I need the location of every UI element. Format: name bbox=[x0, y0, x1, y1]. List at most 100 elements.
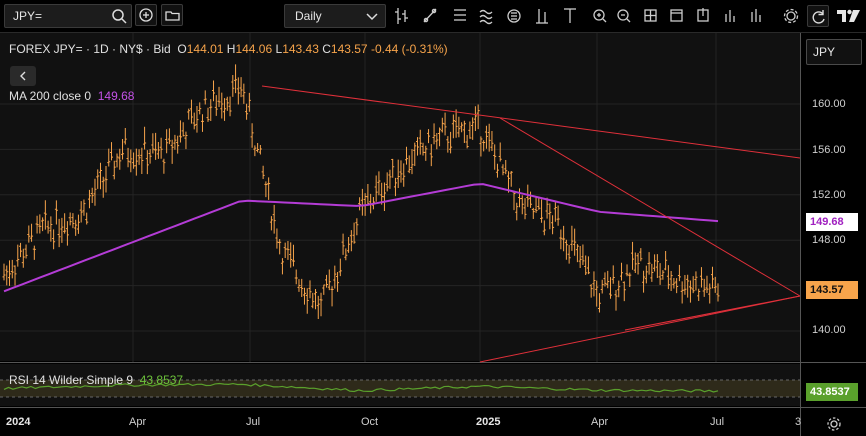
rsi-legend[interactable]: RSI 14 Wilder Simple 9 43.8537 bbox=[9, 373, 183, 387]
price-bar bbox=[148, 149, 152, 164]
price-bar bbox=[631, 241, 635, 270]
reset-button[interactable] bbox=[807, 5, 829, 27]
search-icon[interactable] bbox=[111, 8, 127, 24]
price-bar bbox=[352, 222, 356, 244]
price-bar bbox=[76, 214, 80, 234]
price-bar bbox=[118, 148, 122, 170]
price-bar bbox=[440, 117, 444, 133]
grid-lines bbox=[0, 33, 800, 362]
studies-icon[interactable] bbox=[454, 9, 466, 21]
price-bar bbox=[518, 188, 522, 208]
compare-button[interactable] bbox=[135, 4, 157, 26]
trendlines bbox=[261, 85, 801, 363]
price-bar bbox=[355, 218, 359, 236]
price-bar bbox=[545, 197, 549, 219]
price-bar bbox=[490, 131, 494, 152]
window-icon[interactable] bbox=[670, 9, 683, 22]
price-axis[interactable] bbox=[801, 33, 866, 436]
symbol-input[interactable]: JPY= bbox=[4, 4, 132, 28]
price-bar bbox=[8, 260, 12, 286]
price-bar bbox=[159, 137, 163, 159]
price-bar bbox=[628, 272, 632, 287]
chart-type-icon[interactable] bbox=[751, 9, 761, 22]
price-bar bbox=[653, 254, 657, 272]
text-tool-icon[interactable] bbox=[564, 8, 576, 23]
price-bar bbox=[688, 280, 692, 303]
pattern-icon[interactable] bbox=[479, 9, 493, 25]
symbol-text: JPY= bbox=[13, 9, 43, 23]
price-bar bbox=[366, 184, 370, 206]
price-bar bbox=[677, 264, 681, 282]
price-bar bbox=[13, 265, 17, 286]
grid-layout-icon[interactable] bbox=[644, 9, 657, 22]
price-bar bbox=[647, 252, 651, 275]
price-bar bbox=[592, 271, 596, 297]
price-bar bbox=[622, 281, 626, 302]
price-bar bbox=[686, 274, 690, 298]
bar-style-icon[interactable] bbox=[395, 8, 408, 24]
price-bar bbox=[228, 96, 232, 117]
collapse-legend-button[interactable] bbox=[10, 66, 36, 86]
price-bar bbox=[176, 135, 180, 154]
price-bar bbox=[664, 250, 668, 271]
price-bar bbox=[123, 128, 127, 145]
price-bar bbox=[402, 163, 406, 187]
alert-icon[interactable] bbox=[725, 10, 735, 22]
price-bar bbox=[145, 150, 149, 175]
price-bar bbox=[633, 252, 637, 274]
reset-icon bbox=[812, 10, 825, 24]
price-bar bbox=[41, 217, 45, 232]
event-icon[interactable] bbox=[507, 9, 521, 23]
time-axis-settings-icon[interactable] bbox=[826, 416, 842, 432]
price-bar bbox=[581, 244, 585, 265]
price-bar bbox=[421, 142, 425, 156]
price-bar bbox=[101, 176, 105, 198]
top-toolbar: JPY= Daily bbox=[0, 0, 866, 33]
settings-icon[interactable] bbox=[783, 8, 799, 24]
price-bar bbox=[327, 269, 331, 291]
price-bar bbox=[195, 105, 199, 133]
open-button[interactable] bbox=[161, 4, 183, 26]
price-bar bbox=[396, 159, 400, 189]
price-bar bbox=[479, 136, 483, 157]
currency-select[interactable]: JPY bbox=[806, 39, 862, 65]
time-label: Jul bbox=[710, 416, 725, 428]
price-bar bbox=[330, 286, 334, 307]
zoom-in-icon[interactable] bbox=[593, 9, 607, 23]
support-trendline bbox=[624, 295, 801, 331]
price-bar bbox=[391, 158, 395, 178]
low-label: L bbox=[275, 42, 283, 56]
price-bar bbox=[170, 139, 174, 164]
price-bar bbox=[669, 270, 673, 292]
price-bar bbox=[21, 248, 25, 268]
price-bar bbox=[617, 280, 621, 298]
open-value: 144.01 bbox=[186, 42, 224, 56]
interval-select[interactable]: Daily bbox=[284, 4, 386, 28]
price-bar bbox=[74, 219, 78, 236]
price-bar bbox=[672, 277, 676, 289]
close-value: 143.57 bbox=[330, 42, 368, 56]
price-bar bbox=[57, 218, 61, 248]
price-bar bbox=[305, 288, 309, 314]
price-bar bbox=[493, 144, 497, 170]
price-bar bbox=[247, 92, 251, 112]
price-bar bbox=[19, 242, 23, 258]
annotation-icon[interactable] bbox=[536, 9, 548, 24]
ma-legend[interactable]: MA 200 close 0 149.68 bbox=[9, 89, 134, 103]
zoom-out-icon[interactable] bbox=[617, 9, 631, 23]
price-bar bbox=[584, 255, 588, 275]
price-bar bbox=[154, 132, 158, 160]
price-bar bbox=[611, 265, 615, 284]
price-bar bbox=[300, 278, 304, 297]
price-bar bbox=[548, 203, 552, 230]
price-bar bbox=[429, 144, 433, 167]
price-bar bbox=[338, 258, 342, 277]
upper-trendline bbox=[261, 85, 801, 159]
line-tools-icon[interactable] bbox=[423, 8, 437, 23]
price-bar bbox=[104, 166, 108, 193]
price-bar bbox=[487, 123, 491, 152]
share-icon[interactable] bbox=[697, 8, 709, 22]
compare-icon bbox=[139, 8, 153, 22]
price-bar bbox=[187, 108, 191, 120]
price-bar bbox=[540, 199, 544, 223]
